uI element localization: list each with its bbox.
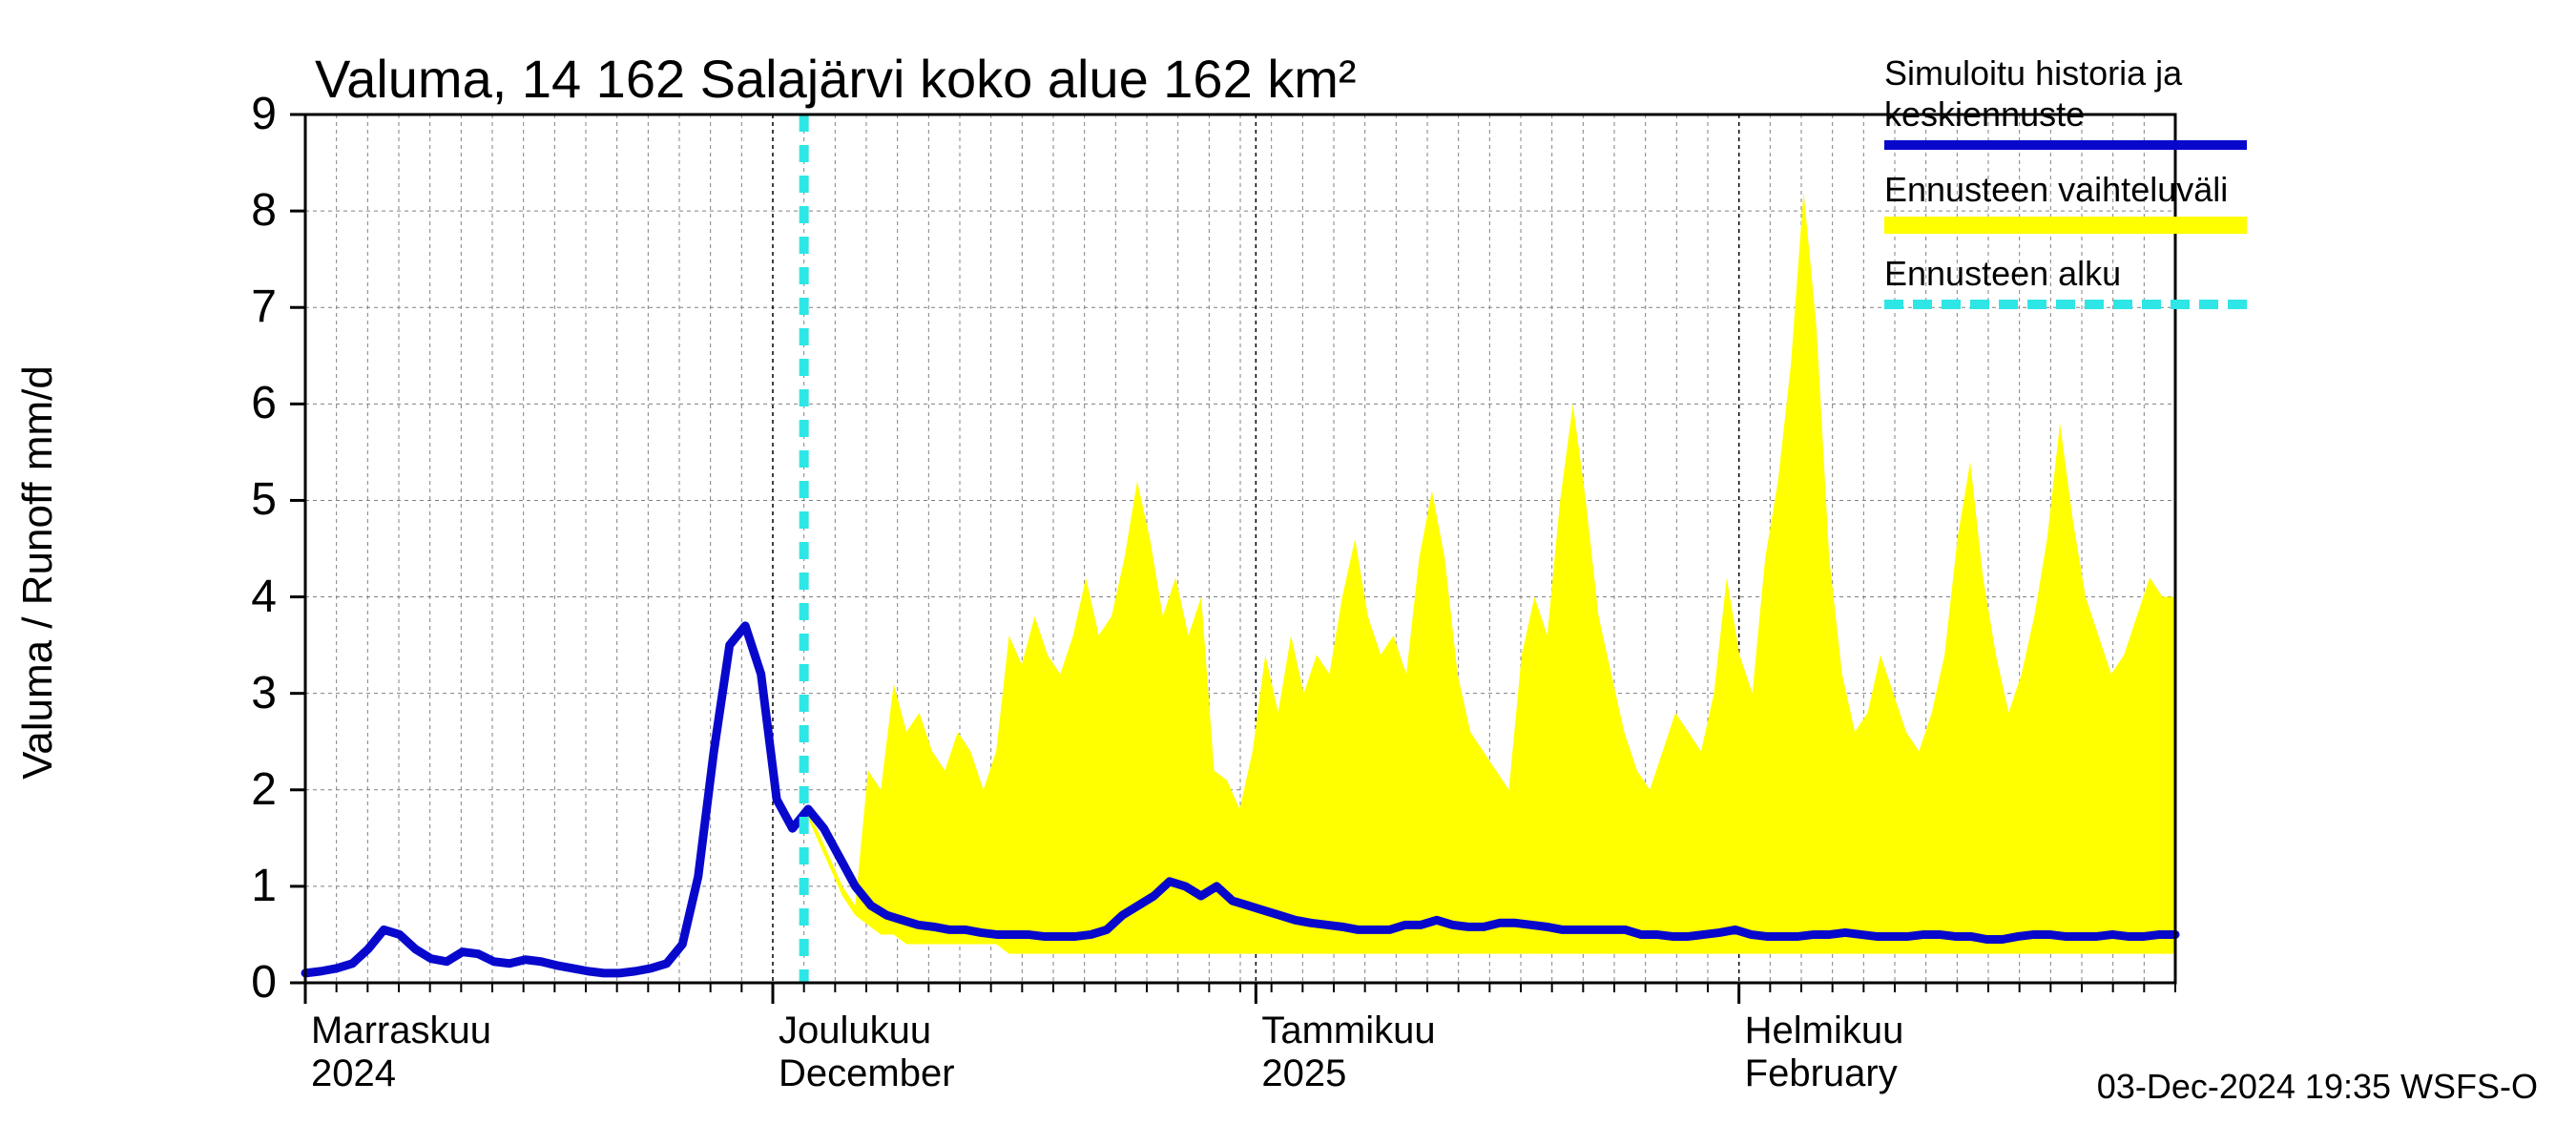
y-tick: 9: [219, 88, 277, 140]
timestamp-footer: 03-Dec-2024 19:35 WSFS-O: [2097, 1067, 2538, 1107]
legend-item-marker: Ennusteen alku: [1884, 253, 2247, 309]
legend: Simuloitu historia ja keskiennuste Ennus…: [1884, 52, 2247, 328]
legend-swatch-fill: [1884, 217, 2247, 234]
legend-label: keskiennuste: [1884, 94, 2247, 135]
legend-item-history: Simuloitu historia ja keskiennuste: [1884, 52, 2247, 150]
x-tick: Marraskuu2024: [311, 1010, 491, 1095]
legend-label: Simuloitu historia ja: [1884, 52, 2247, 94]
y-tick: 7: [219, 281, 277, 333]
legend-label: Ennusteen alku: [1884, 253, 2247, 294]
y-tick: 2: [219, 763, 277, 816]
legend-item-band: Ennusteen vaihteluväli: [1884, 169, 2247, 233]
y-axis-label: Valuma / Runoff mm/d: [14, 365, 62, 780]
x-tick: Tammikuu2025: [1261, 1010, 1435, 1095]
x-tick: HelmikuuFebruary: [1745, 1010, 1904, 1095]
y-tick: 1: [219, 860, 277, 912]
y-tick: 0: [219, 956, 277, 1009]
chart-title: Valuma, 14 162 Salajärvi koko alue 162 k…: [315, 48, 1357, 110]
legend-swatch-dashed: [1884, 300, 2247, 309]
y-tick: 5: [219, 473, 277, 526]
y-tick: 8: [219, 184, 277, 237]
y-tick: 4: [219, 571, 277, 623]
y-tick: 3: [219, 667, 277, 719]
legend-label: Ennusteen vaihteluväli: [1884, 169, 2247, 210]
x-tick: JoulukuuDecember: [779, 1010, 955, 1095]
legend-swatch-line: [1884, 140, 2247, 150]
y-tick: 6: [219, 377, 277, 429]
